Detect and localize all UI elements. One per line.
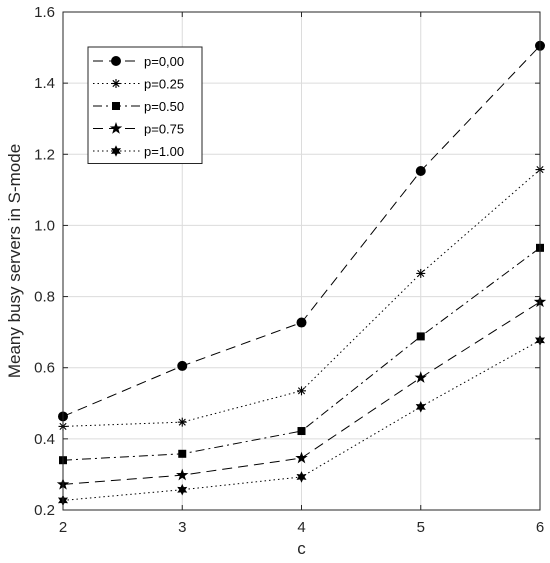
data-point (415, 401, 426, 413)
data-point (177, 417, 187, 427)
y-tick-label: 1.0 (34, 217, 55, 234)
data-point (296, 317, 307, 328)
data-point (178, 449, 187, 458)
y-tick-label: 1.4 (34, 75, 55, 92)
legend-marker (110, 145, 122, 157)
data-point (297, 386, 306, 396)
legend-label: p=0.50 (144, 99, 184, 114)
y-tick-label: 1.2 (34, 146, 55, 163)
data-point (177, 483, 188, 496)
legend-item: p=1.00 (93, 144, 184, 159)
legend-label: p=0.75 (144, 122, 184, 137)
legend-item: p=0,00 (93, 54, 184, 69)
data-point (416, 268, 426, 278)
x-tick-label: 5 (417, 519, 425, 536)
y-tick-label: 0.6 (34, 360, 55, 377)
legend-item: p=0.50 (93, 99, 184, 114)
data-point (414, 371, 427, 383)
x-tick-label: 4 (297, 519, 305, 536)
x-tick-label: 2 (59, 519, 67, 536)
data-point (297, 427, 306, 436)
data-point (177, 360, 188, 371)
legend-box (87, 46, 203, 164)
y-tick-label: 0.8 (34, 289, 55, 306)
x-tick-label: 6 (536, 519, 544, 536)
data-point (295, 451, 308, 464)
data-point (416, 332, 425, 341)
legend: p=0,00 p=0.25 p=0.50 p=0.75 p=1.00 (87, 46, 203, 164)
x-tick-label: 3 (178, 519, 186, 536)
x-axis-label: c (297, 539, 306, 558)
legend-item: p=0.75 (93, 122, 184, 137)
data-point (296, 471, 307, 483)
data-point (176, 468, 189, 481)
legend-marker (111, 56, 121, 66)
legend-marker (112, 102, 120, 110)
data-point (415, 166, 426, 177)
legend-item: p=0.25 (93, 77, 184, 92)
y-tick-label: 1.6 (34, 4, 55, 21)
legend-label: p=1.00 (144, 144, 184, 159)
legend-marker (111, 79, 121, 88)
y-tick-label: 0.2 (34, 502, 55, 519)
legend-marker (109, 122, 123, 134)
tick-labels: 2 3 4 5 6 0.2 0.4 0.6 0.8 1.0 1.2 1.4 1.6 (34, 4, 544, 536)
series-line (62, 247, 541, 461)
y-tick-label: 0.4 (34, 431, 55, 448)
y-axis-label: Meany busy servers in S-mode (5, 144, 24, 378)
legend-label: p=0,00 (144, 54, 184, 69)
legend-label: p=0.25 (144, 77, 184, 92)
